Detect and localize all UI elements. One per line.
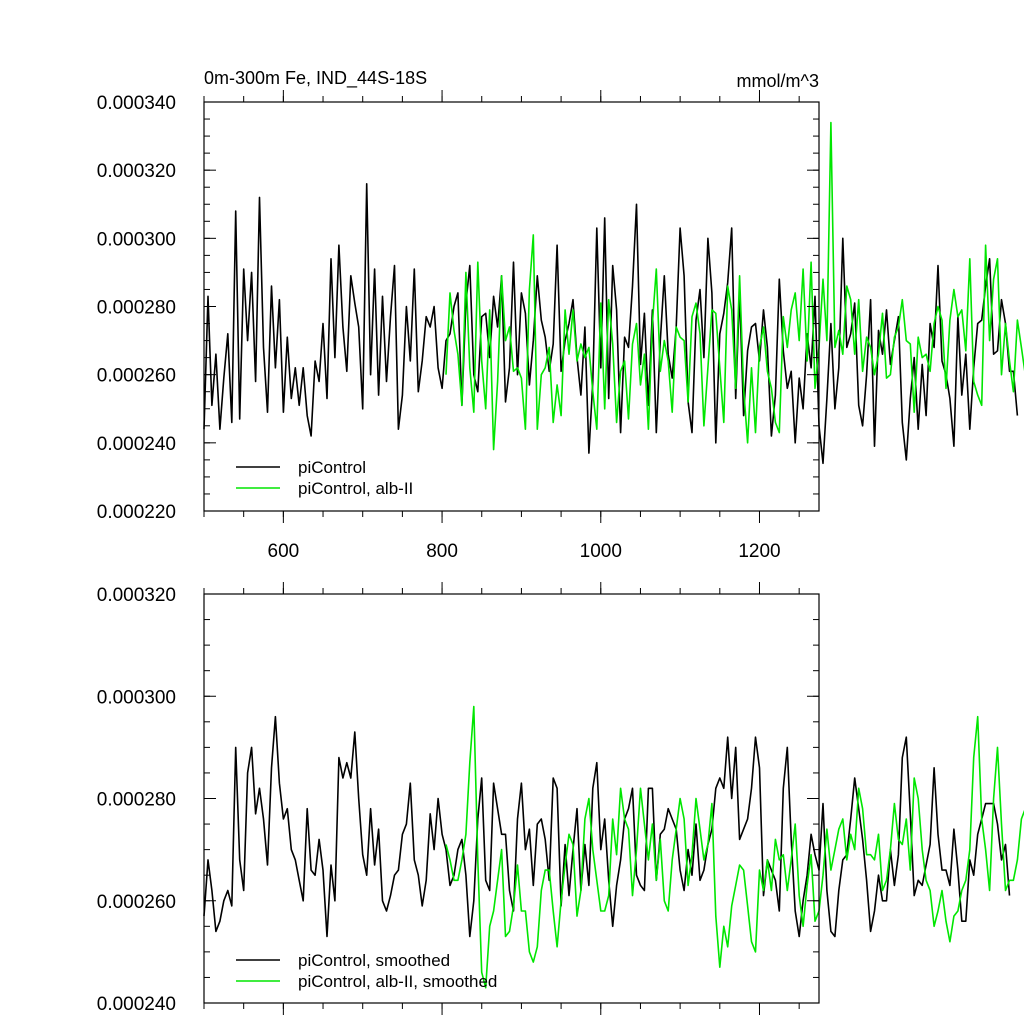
title-left: 0m-300m Fe, IND_44S-18S — [204, 68, 427, 89]
legend-label: piControl — [298, 458, 366, 477]
y-tick-label: 0.000240 — [97, 434, 176, 455]
y-tick-label: 0.000220 — [97, 502, 176, 523]
y-tick-label: 0.000300 — [97, 687, 176, 708]
y-tick-label: 0.000240 — [97, 994, 176, 1015]
series-line-picontrol-smoothed — [203, 715, 1011, 938]
title-right: mmol/m^3 — [737, 71, 819, 91]
legend-label: piControl, smoothed — [298, 951, 450, 970]
y-tick-label: 0.000280 — [97, 790, 176, 811]
legend-label: piControl, alb-II — [298, 479, 413, 498]
x-tick-label: 600 — [268, 541, 300, 562]
x-tick-label: 1000 — [580, 541, 622, 562]
y-tick-label: 0.000260 — [97, 366, 176, 387]
top-panel: 0.000220 0.000240 0.000260 0.000280 0.000300… — [97, 90, 1024, 562]
legend-label: piControl, alb-II, smoothed — [298, 972, 497, 991]
y-tick-label: 0.000260 — [97, 892, 176, 913]
y-tick-label: 0.000320 — [97, 161, 176, 182]
series-line-picontrol-alb-ii-smoothed — [445, 705, 1024, 989]
series-line-picontrol-alb-ii — [445, 121, 1024, 451]
x-tick-label: 1200 — [738, 541, 780, 562]
y-tick-label: 0.000340 — [97, 93, 176, 114]
x-tick-label: 800 — [426, 541, 458, 562]
y-tick-label: 0.000320 — [97, 585, 176, 606]
y-tick-label: 0.000280 — [97, 298, 176, 319]
bottom-panel: 0.000240 0.000260 0.000280 0.000300 0.000320… — [97, 582, 1024, 1015]
y-tick-label: 0.000300 — [97, 229, 176, 250]
series-line-picontrol — [203, 183, 1019, 465]
